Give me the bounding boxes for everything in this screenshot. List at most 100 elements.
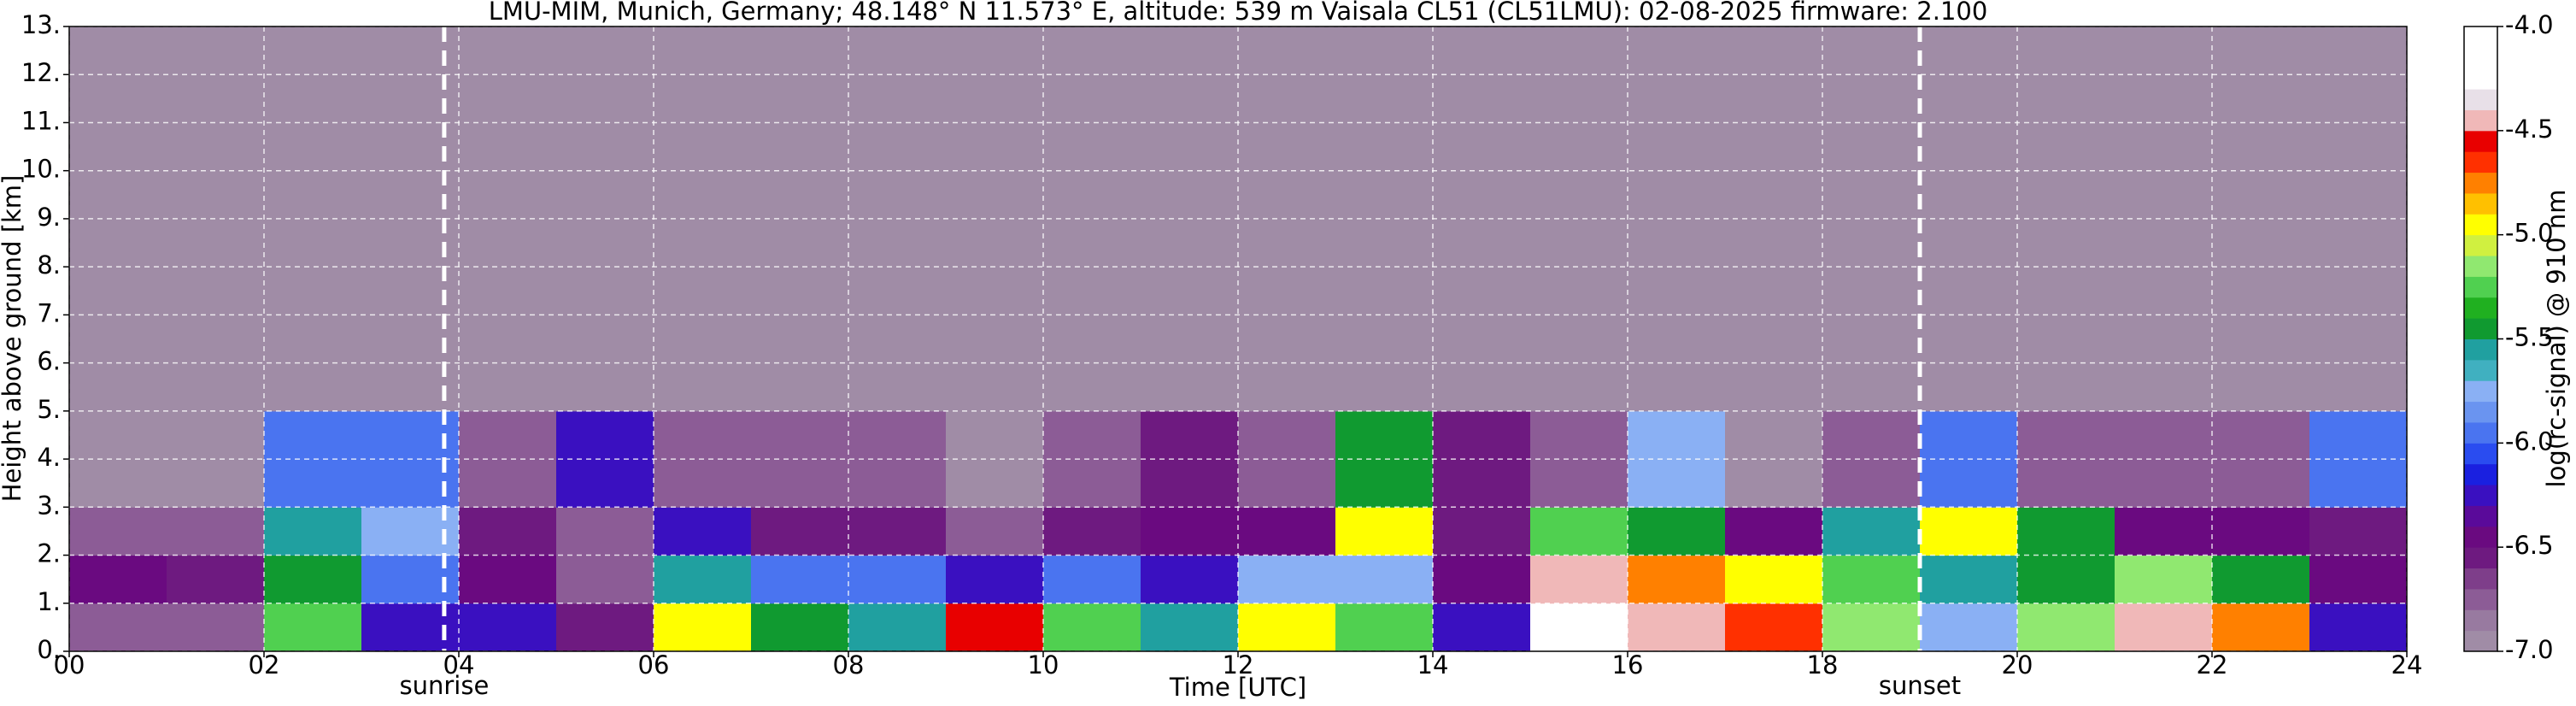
heatmap-cell [1141, 507, 1239, 556]
y-tick-label: 10. [21, 155, 61, 184]
x-tick-label: 18 [1807, 650, 1839, 680]
colorbar-segment [2464, 256, 2497, 277]
colorbar-segment [2464, 276, 2497, 298]
heatmap-cell [1725, 603, 1823, 652]
heatmap-cell [848, 603, 947, 652]
annotation-label: sunset [1879, 671, 1961, 700]
heatmap-cell [167, 555, 265, 604]
heatmap-cell [1335, 507, 1434, 556]
y-tick-label: 2. [37, 539, 61, 568]
x-tick-label: 00 [54, 650, 85, 680]
colorbar-tick-label: -6.0 [2505, 427, 2554, 456]
x-tick-label: 16 [1612, 650, 1644, 680]
heatmap-cell [654, 603, 752, 652]
heatmap-cell [1920, 507, 2018, 556]
heatmap-cell [2017, 555, 2115, 604]
heatmap-cell [2115, 603, 2213, 652]
colorbar-segment [2464, 421, 2497, 444]
colorbar-segment [2464, 463, 2497, 485]
heatmap-cell [2017, 507, 2115, 556]
heatmap-cell [1628, 603, 1726, 652]
colorbar-segment [2464, 401, 2497, 423]
heatmap-cell [1433, 603, 1531, 652]
heatmap-cell [1433, 507, 1531, 556]
heatmap-cell [1822, 603, 1921, 652]
y-tick-label: 5. [37, 395, 61, 424]
heatmap-cell [69, 555, 167, 604]
colorbar-segment [2464, 630, 2497, 652]
heatmap-cell [264, 603, 362, 652]
y-tick-label: 8. [37, 250, 61, 279]
heatmap-cell [1043, 603, 1141, 652]
heatmap-cell [459, 603, 557, 652]
heatmap-cell [946, 603, 1044, 652]
y-tick-label: 13. [21, 10, 61, 39]
heatmap-cell [1238, 507, 1336, 556]
heatmap-cell [264, 507, 362, 556]
colorbar-segment [2464, 380, 2497, 403]
colorbar-tick-label: -4.5 [2505, 115, 2554, 144]
heatmap-cell [1335, 603, 1434, 652]
heatmap-cell [1141, 555, 1239, 604]
heatmap-cell [459, 555, 557, 604]
colorbar-segment [2464, 130, 2497, 152]
colorbar-segment [2464, 568, 2497, 590]
colorbar-tick-label: -4.0 [2505, 10, 2554, 39]
colorbar-segment [2464, 359, 2497, 381]
heatmap-cell [1725, 555, 1823, 604]
plot-frame [68, 26, 2408, 652]
y-tick-label: 12. [21, 58, 61, 87]
heatmap-cell [1822, 507, 1921, 556]
y-tick-label: 3. [37, 491, 61, 520]
heatmap-cell [1725, 507, 1823, 556]
colorbar-segment [2464, 234, 2497, 256]
colorbar-segment [2464, 443, 2497, 465]
y-tick-label: 7. [37, 298, 61, 327]
heatmap-cell [69, 603, 167, 652]
x-tick-label: 14 [1417, 650, 1449, 680]
colorbar-segment [2464, 526, 2497, 548]
heatmap-cell [654, 555, 752, 604]
colorbar-segment [2464, 47, 2497, 69]
colorbar-segment [2464, 609, 2497, 632]
heatmap-cell [848, 555, 947, 604]
colorbar-segment [2464, 89, 2497, 110]
heatmap-cell [1238, 555, 1336, 604]
heatmap-cell [1530, 603, 1628, 652]
heatmap-cell [459, 507, 557, 556]
colorbar-tick-label: -5.0 [2505, 219, 2554, 248]
heatmap-cell [2115, 507, 2213, 556]
colorbar-segment [2464, 318, 2497, 339]
colorbar-segment [2464, 338, 2497, 361]
heatmap-cell [264, 555, 362, 604]
heatmap-cell [2309, 603, 2408, 652]
heatmap-cell [1628, 555, 1726, 604]
heatmap-cell [2212, 507, 2310, 556]
heatmap-cell [1141, 603, 1239, 652]
y-tick-label: 1. [37, 587, 61, 616]
y-axis-label: Height above ground [km] [0, 175, 26, 503]
colorbar-segment [2464, 485, 2497, 506]
x-tick-label: 12 [1223, 650, 1254, 680]
colorbar-tick-label: -5.5 [2505, 323, 2554, 352]
x-tick-label: 02 [249, 650, 280, 680]
y-tick-label: 6. [37, 347, 61, 376]
colorbar-segment [2464, 68, 2497, 90]
colorbar-segment [2464, 588, 2497, 610]
heatmap-cell [751, 603, 849, 652]
heatmap-cell [1530, 555, 1628, 604]
x-tick-label: 06 [638, 650, 670, 680]
y-tick-label: 4. [37, 443, 61, 472]
heatmap-cell [1043, 555, 1141, 604]
colorbar-label: log(rc-signal) @ 910 nm [2542, 190, 2571, 488]
chart-title: LMU-MIM, Munich, Germany; 48.148° N 11.5… [489, 0, 1988, 26]
heatmap-cell [751, 507, 849, 556]
x-tick-label: 20 [2002, 650, 2033, 680]
x-tick-label: 10 [1028, 650, 1059, 680]
x-axis-label: Time [UTC] [1169, 673, 1306, 702]
heatmap-cell [654, 507, 752, 556]
heatmap-cell [2309, 555, 2408, 604]
y-tick-label: 9. [37, 203, 61, 232]
heatmap-cell [2115, 555, 2213, 604]
